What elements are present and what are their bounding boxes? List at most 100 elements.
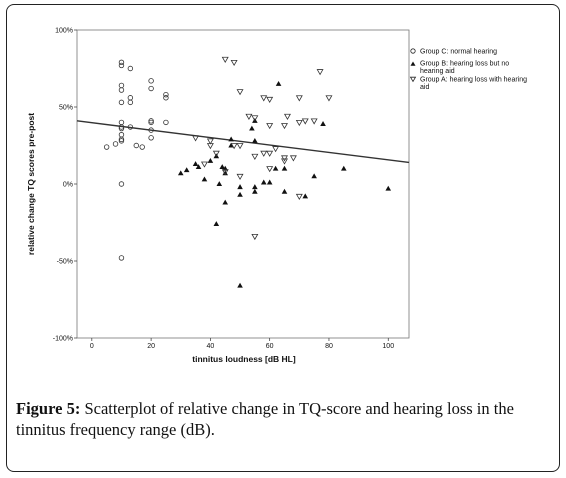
data-point — [236, 143, 244, 150]
data-point — [316, 69, 324, 76]
data-point — [295, 193, 303, 201]
data-point — [237, 282, 243, 288]
legend-item-group-a: Group A: hearing loss with hearing aid — [409, 76, 529, 92]
data-point — [320, 121, 326, 126]
data-point — [222, 170, 229, 176]
data-point — [295, 95, 303, 102]
data-point — [139, 144, 145, 150]
data-point — [118, 255, 125, 261]
data-point — [251, 153, 259, 160]
data-point — [295, 120, 303, 127]
data-point — [281, 123, 288, 130]
y-tick-label: 100% — [55, 28, 73, 35]
data-point — [266, 150, 274, 157]
data-point — [148, 118, 154, 124]
data-point — [272, 146, 280, 153]
data-point — [112, 141, 119, 147]
data-point — [103, 144, 110, 150]
x-axis-title: tinnitus loudness [dB HL] — [192, 354, 296, 364]
data-point — [192, 161, 199, 166]
data-point — [195, 164, 202, 170]
y-axis-title: relative change TQ scores pre-post — [26, 113, 36, 255]
data-point — [118, 181, 125, 187]
x-tick-label: 0 — [90, 343, 94, 350]
data-point — [192, 135, 200, 142]
data-point — [311, 173, 317, 179]
data-point — [310, 118, 318, 125]
data-point — [325, 95, 333, 102]
data-point — [281, 188, 288, 194]
data-point — [127, 65, 134, 72]
legend-label-group-b: Group B: hearing loss but no hearing aid — [420, 61, 511, 76]
data-point — [281, 165, 288, 171]
x-tick-label: 80 — [325, 343, 333, 350]
data-point — [230, 59, 238, 67]
data-point — [281, 158, 288, 165]
data-point — [260, 150, 268, 157]
data-point — [281, 155, 288, 162]
data-point — [133, 142, 139, 149]
x-axis-ticks: 0 20 40 60 80 100 — [90, 338, 394, 350]
data-point — [163, 119, 169, 126]
data-point — [163, 91, 169, 98]
legend-marker-triangle-open — [409, 76, 417, 83]
data-point — [237, 191, 243, 197]
legend-marker-triangle-filled — [410, 61, 416, 66]
y-tick-label: -100% — [53, 336, 73, 343]
data-point — [118, 99, 125, 106]
data-point — [222, 199, 229, 205]
data-point — [230, 143, 238, 150]
data-point — [221, 169, 229, 176]
data-point — [236, 173, 244, 181]
figure-caption-text: Scatterplot of relative change in TQ-sco… — [16, 399, 514, 439]
y-axis-ticks: 100% 50% 0% -50% -100% — [53, 28, 77, 343]
data-point — [163, 95, 169, 101]
data-point — [302, 193, 309, 199]
y-tick-label: 0% — [63, 182, 73, 189]
data-point — [118, 138, 125, 144]
data-point — [283, 113, 291, 120]
x-tick-label: 20 — [147, 343, 155, 350]
data-point — [207, 158, 214, 163]
data-point — [237, 184, 243, 190]
plot-area — [76, 29, 410, 339]
legend: Group C: normal hearing Group B: hearing… — [409, 48, 529, 92]
legend-label-group-a: Group A: hearing loss with hearing aid — [420, 77, 529, 92]
data-point — [148, 119, 154, 126]
legend-label-group-a-line2: aid — [420, 84, 429, 91]
legend-label-group-b-line1: Group B: hearing loss but no — [420, 61, 509, 68]
x-tick-label: 100 — [382, 343, 394, 350]
data-point — [118, 124, 125, 130]
legend-marker-circle-open — [410, 48, 416, 54]
data-point — [127, 124, 134, 130]
data-point — [228, 136, 234, 142]
data-point — [221, 56, 229, 63]
data-point — [212, 150, 220, 157]
data-point — [148, 85, 154, 92]
data-point — [260, 179, 267, 185]
data-point — [219, 164, 226, 170]
data-point — [251, 233, 259, 241]
y-tick-label: 50% — [59, 105, 73, 112]
data-point — [252, 137, 258, 143]
data-point — [183, 167, 190, 173]
data-point — [216, 181, 223, 186]
data-point — [272, 165, 279, 171]
figure-caption: Figure 5: Scatterplot of relative change… — [16, 398, 551, 440]
data-point — [251, 115, 259, 122]
data-point — [118, 59, 125, 66]
data-point — [236, 89, 244, 96]
data-point — [266, 179, 273, 185]
data-point — [266, 166, 274, 173]
data-point — [266, 96, 274, 104]
legend-label-group-b-line2: hearing aid — [420, 68, 455, 75]
scatter-chart: 0 20 40 60 80 100 100% 50% 0% -50% -100% tinnitus… — [26, 28, 529, 365]
data-point — [177, 170, 184, 176]
data-points — [103, 56, 392, 288]
data-point — [118, 62, 125, 69]
data-point — [206, 143, 214, 150]
data-point — [289, 155, 297, 162]
data-point — [148, 135, 154, 141]
data-point — [127, 99, 134, 106]
data-point — [275, 81, 282, 86]
